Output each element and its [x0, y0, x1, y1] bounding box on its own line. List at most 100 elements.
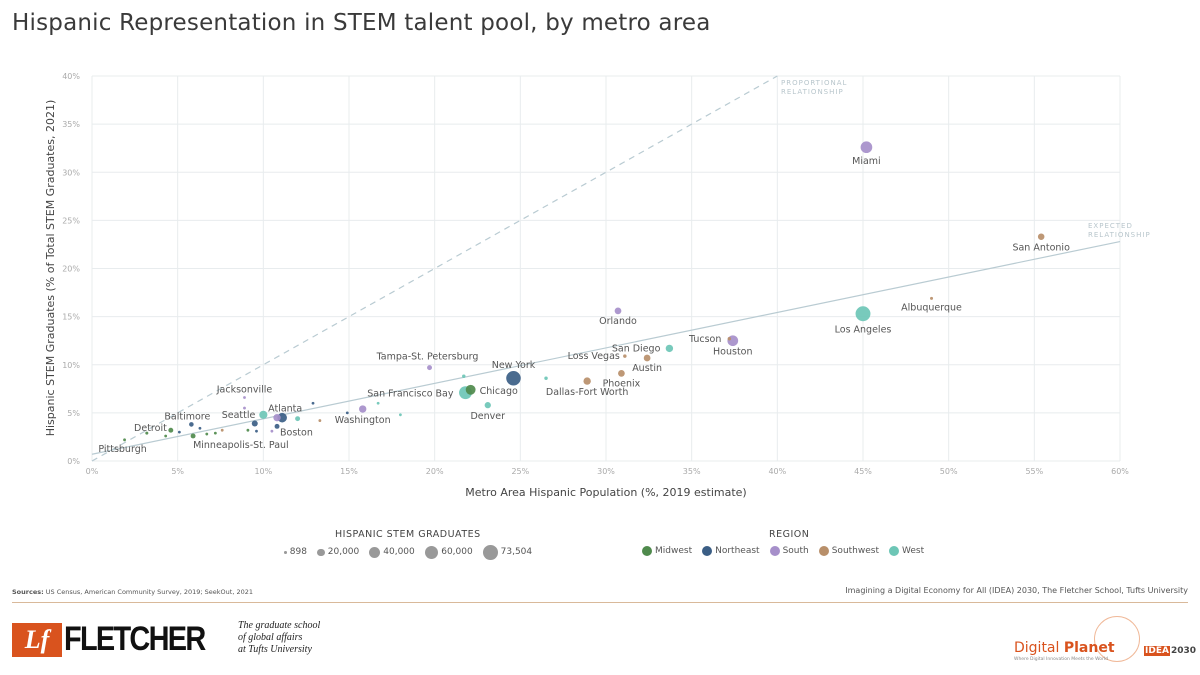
- data-point: [855, 306, 871, 322]
- expected-relationship-label: EXPECTED: [1088, 222, 1133, 230]
- city-label: Tucson: [688, 334, 721, 345]
- dp-word-1: Digital: [1014, 640, 1064, 656]
- city-label: Chicago: [480, 386, 518, 397]
- dp-word-2: Planet: [1063, 640, 1115, 656]
- city-label: Denver: [470, 411, 505, 422]
- y-tick-label: 15%: [62, 313, 80, 322]
- x-tick-label: 45%: [854, 467, 872, 476]
- region-legend-label: Northeast: [715, 546, 760, 556]
- x-tick-label: 50%: [940, 467, 958, 476]
- region-swatch: [889, 546, 899, 556]
- data-point: [860, 141, 873, 154]
- city-label: Dallas-Fort Worth: [546, 387, 629, 398]
- idea-box: IDEA: [1144, 646, 1170, 656]
- size-legend-title: HISPANIC STEM GRADUATES: [335, 529, 481, 540]
- region-legend-label: West: [902, 546, 925, 556]
- region-swatch: [769, 546, 780, 556]
- data-point: [465, 384, 476, 395]
- data-point: [930, 296, 934, 300]
- sources-note: Sources: US Census, American Community S…: [12, 588, 253, 596]
- credit-text: Imagining a Digital Economy for All (IDE…: [845, 586, 1188, 595]
- sources-label: Sources:: [12, 588, 44, 596]
- x-tick-label: 0%: [86, 467, 99, 476]
- data-point: [123, 438, 126, 442]
- x-tick-label: 55%: [1025, 467, 1043, 476]
- data-point: [614, 307, 622, 315]
- scatter-chart: 0% 5% 10% 15% 20% 25% 30% 35% 40% 45% 50% 55% 60% 0% 5…: [44, 72, 1151, 499]
- data-point: [727, 337, 732, 341]
- proportional-relationship-label: PROPORTIONAL: [781, 79, 847, 87]
- city-label: Boston: [280, 427, 313, 438]
- data-point: [399, 413, 402, 417]
- y-tick-label: 20%: [62, 265, 80, 274]
- size-legend-label: 73,504: [500, 547, 533, 558]
- size-swatch: [284, 551, 287, 554]
- region-legend-label: South: [782, 546, 809, 556]
- y-tick-label: 5%: [67, 409, 80, 418]
- city-label: Tampa-St. Petersburg: [376, 352, 479, 363]
- city-label: Baltimore: [164, 411, 210, 422]
- data-point: [270, 429, 274, 433]
- size-legend-item: 898: [284, 547, 307, 557]
- city-label: San Antonio: [1012, 243, 1070, 254]
- data-point: [190, 433, 196, 439]
- data-point: [643, 354, 651, 362]
- y-tick-label: 40%: [62, 72, 80, 81]
- size-legend-label: 40,000: [383, 547, 415, 558]
- size-swatch: [424, 545, 439, 560]
- region-legend-label: Midwest: [655, 546, 693, 556]
- sources-text: US Census, American Community Survey, 20…: [43, 588, 253, 596]
- size-swatch: [482, 545, 498, 560]
- city-label: Pittsburgh: [98, 444, 146, 455]
- size-legend-item: 20,000: [316, 547, 359, 557]
- x-tick-label: 20%: [426, 467, 444, 476]
- x-tick-label: 25%: [511, 467, 529, 476]
- data-point: [295, 416, 301, 422]
- city-label: Austin: [632, 363, 662, 374]
- digital-planet-logo: Digital Planet Where Digital Innovation …: [1014, 640, 1115, 662]
- data-point: [274, 423, 280, 429]
- x-tick-label: 40%: [768, 467, 786, 476]
- data-point: [145, 431, 149, 435]
- data-point: [213, 431, 217, 435]
- city-label: San Francisco Bay: [367, 389, 454, 400]
- proportional-relationship-label: RELATIONSHIP: [781, 88, 844, 96]
- region-legend-item: Midwest: [642, 546, 692, 556]
- data-point: [251, 420, 258, 427]
- region-swatch: [702, 546, 713, 556]
- data-point: [583, 377, 591, 385]
- size-legend-label: 898: [289, 547, 307, 558]
- size-legend-item: 73,504: [482, 545, 533, 560]
- data-point: [168, 427, 174, 433]
- x-tick-label: 30%: [597, 467, 615, 476]
- data-point: [273, 413, 281, 422]
- city-label: Houston: [713, 347, 752, 358]
- data-point: [205, 432, 209, 436]
- footer-divider: [12, 602, 1188, 603]
- region-legend-title: REGION: [769, 529, 810, 540]
- data-point: [618, 370, 625, 377]
- data-point: [243, 396, 246, 399]
- idea-2030-logo: IDEA 2030: [1144, 646, 1196, 656]
- data-point: [665, 344, 674, 353]
- data-point: [198, 426, 202, 430]
- city-label: Miami: [852, 156, 881, 167]
- city-label: Orlando: [599, 316, 637, 327]
- idea-year: 2030: [1170, 646, 1196, 656]
- data-point: [544, 376, 548, 380]
- size-legend-item: 60,000: [424, 545, 473, 560]
- y-axis-label: Hispanic STEM Graduates (% of Total STEM…: [44, 100, 57, 437]
- size-legend: 898 20,000 40,000 60,000 73,504: [284, 545, 542, 560]
- region-swatch: [818, 546, 829, 556]
- x-tick-label: 15%: [340, 467, 358, 476]
- expected-relationship-label: RELATIONSHIP: [1088, 231, 1151, 239]
- data-point: [318, 419, 322, 422]
- fletcher-logo: Lf FLETCHER: [12, 620, 229, 659]
- city-label: Minneapolis-St. Paul: [193, 440, 289, 451]
- globe-icon: [1094, 616, 1140, 662]
- x-tick-label: 35%: [683, 467, 701, 476]
- data-point: [359, 405, 367, 413]
- data-point: [506, 370, 521, 386]
- city-label: Washington: [335, 415, 391, 426]
- city-label: Los Angeles: [835, 325, 892, 336]
